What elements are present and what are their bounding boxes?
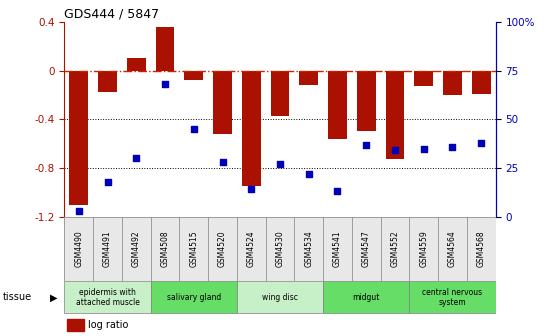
- Text: GSM4492: GSM4492: [132, 230, 141, 267]
- Text: GSM4547: GSM4547: [362, 230, 371, 267]
- Text: GSM4564: GSM4564: [448, 230, 457, 267]
- Point: [74, 208, 83, 214]
- Bar: [270, 71, 290, 116]
- Text: GSM4568: GSM4568: [477, 230, 486, 267]
- Bar: [414, 71, 433, 86]
- Text: GSM4490: GSM4490: [74, 230, 83, 267]
- Bar: [328, 71, 347, 139]
- Text: midgut: midgut: [353, 293, 380, 302]
- Bar: [357, 71, 376, 131]
- Text: tissue: tissue: [3, 292, 32, 302]
- Point: [189, 126, 198, 132]
- Text: GSM4515: GSM4515: [189, 230, 198, 267]
- Text: GSM4541: GSM4541: [333, 230, 342, 267]
- Bar: [127, 58, 146, 71]
- Text: wing disc: wing disc: [262, 293, 298, 302]
- Text: GSM4491: GSM4491: [103, 230, 112, 267]
- Point: [247, 187, 256, 192]
- Point: [362, 142, 371, 147]
- Point: [477, 140, 486, 145]
- Bar: [472, 71, 491, 94]
- Text: GSM4559: GSM4559: [419, 230, 428, 267]
- Point: [419, 146, 428, 151]
- Text: GSM4530: GSM4530: [276, 230, 284, 267]
- Bar: [300, 71, 318, 85]
- Bar: [184, 71, 203, 80]
- Bar: [386, 71, 404, 160]
- Text: GSM4520: GSM4520: [218, 230, 227, 267]
- Bar: [67, 319, 84, 331]
- Text: GSM4534: GSM4534: [304, 230, 313, 267]
- Text: ▶: ▶: [50, 292, 58, 302]
- Point: [304, 171, 313, 176]
- Point: [333, 189, 342, 194]
- Bar: [409, 281, 496, 313]
- Text: central nervous
system: central nervous system: [422, 288, 483, 307]
- Bar: [156, 27, 174, 71]
- Text: salivary gland: salivary gland: [167, 293, 221, 302]
- Point: [218, 160, 227, 165]
- Point: [390, 148, 399, 153]
- Text: GDS444 / 5847: GDS444 / 5847: [64, 8, 160, 21]
- Text: GSM4524: GSM4524: [247, 230, 256, 267]
- Point: [103, 179, 112, 184]
- Bar: [69, 71, 88, 205]
- Point: [276, 161, 284, 167]
- Bar: [98, 71, 117, 92]
- Point: [161, 82, 170, 87]
- Text: GSM4508: GSM4508: [161, 230, 170, 267]
- Bar: [64, 281, 151, 313]
- Bar: [213, 71, 232, 134]
- Point: [132, 156, 141, 161]
- Text: epidermis with
attached muscle: epidermis with attached muscle: [76, 288, 139, 307]
- Bar: [151, 281, 237, 313]
- Bar: [242, 71, 260, 186]
- Bar: [237, 281, 323, 313]
- Point: [448, 144, 457, 149]
- Bar: [443, 71, 462, 95]
- Bar: [323, 281, 409, 313]
- Text: log ratio: log ratio: [88, 320, 128, 330]
- Text: GSM4552: GSM4552: [390, 230, 399, 267]
